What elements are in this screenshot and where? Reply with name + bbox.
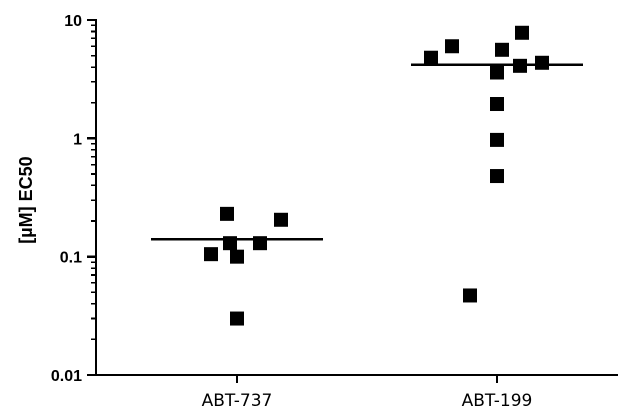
data-point: [424, 50, 438, 65]
data-point: [253, 236, 267, 251]
data-point: [463, 288, 477, 303]
data-point: [515, 25, 529, 40]
y-tick-label: 0.01: [51, 368, 82, 385]
data-point: [490, 65, 504, 80]
data-point: [495, 42, 509, 57]
data-point: [490, 169, 504, 184]
data-point: [274, 212, 288, 227]
x-tick-label: ABT-737: [202, 391, 273, 410]
data-point: [223, 236, 237, 251]
data-point: [445, 39, 459, 54]
y-tick-label: 10: [64, 13, 82, 30]
data-point: [513, 58, 527, 73]
data-point: [490, 132, 504, 147]
data-points-group: [204, 25, 549, 326]
x-ticks-group: ABT-737 ABT-199: [202, 375, 533, 410]
y-ticks-group: 0.01 0.1 1 10: [51, 13, 96, 385]
data-point: [220, 206, 234, 221]
data-point: [204, 247, 218, 262]
data-point: [535, 55, 549, 70]
median-lines-group: [151, 63, 583, 241]
y-axis-title: [µM] EC50: [16, 156, 36, 243]
axes-group: [94, 19, 618, 377]
data-point: [230, 311, 244, 326]
y-tick-label: 1: [73, 131, 82, 148]
data-point: [230, 249, 244, 264]
y-tick-label: 0.1: [60, 250, 82, 267]
data-point: [490, 97, 504, 112]
x-tick-label: ABT-199: [462, 391, 533, 410]
